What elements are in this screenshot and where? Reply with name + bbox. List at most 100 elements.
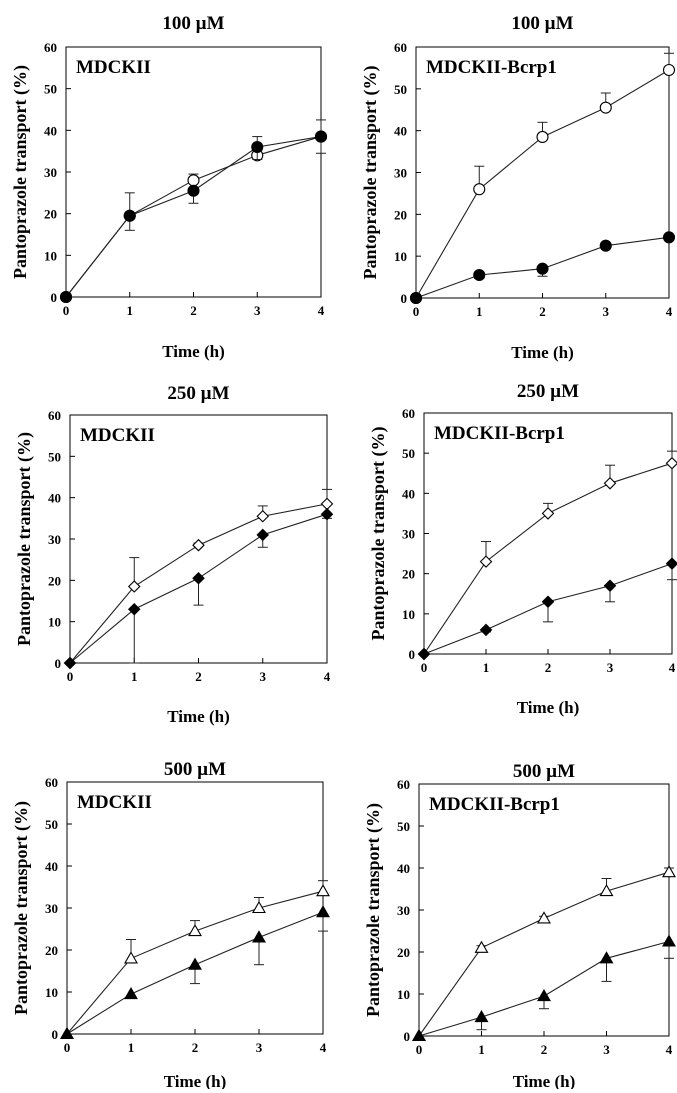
x-tick-label: 0: [421, 660, 428, 675]
data-point-filled-diamond: [257, 529, 268, 540]
y-tick-label: 30: [45, 901, 58, 916]
x-tick-label: 2: [192, 1040, 199, 1055]
y-tick-label: 20: [44, 207, 57, 222]
series-filled: [413, 936, 675, 1041]
data-point-filled-triangle: [663, 936, 675, 947]
y-axis-label: Pantoprazole transport (%): [10, 65, 31, 279]
y-tick-label: 30: [402, 527, 415, 542]
x-tick-label: 4: [669, 660, 676, 675]
series-line: [66, 137, 321, 297]
y-tick-label: 10: [397, 987, 410, 1002]
y-tick-label: 0: [401, 291, 408, 306]
x-tick-label: 4: [666, 304, 673, 319]
y-tick-label: 0: [52, 1027, 59, 1042]
data-point-filled-circle: [411, 293, 422, 304]
y-axis-label: Pantoprazole transport (%): [360, 66, 381, 280]
y-tick-label: 60: [44, 40, 57, 55]
plot-frame: [67, 782, 323, 1034]
data-point-open-circle: [537, 131, 548, 142]
y-tick-label: 0: [409, 647, 416, 662]
x-tick-label: 3: [260, 669, 267, 684]
y-tick-label: 20: [45, 943, 58, 958]
x-tick-label: 3: [603, 304, 610, 319]
y-axis-label: Pantoprazole transport (%): [368, 427, 389, 641]
x-tick-label: 2: [541, 1042, 548, 1057]
x-tick-label: 4: [318, 303, 325, 318]
chart-title: 250 µM: [517, 381, 579, 402]
x-tick-label: 2: [539, 304, 546, 319]
x-tick-label: 1: [478, 1042, 485, 1057]
y-tick-label: 50: [394, 82, 407, 97]
y-tick-label: 0: [404, 1029, 411, 1044]
data-point-open-diamond: [667, 458, 677, 469]
data-point-filled-circle: [664, 232, 675, 243]
data-point-filled-diamond: [481, 624, 492, 635]
cell-line-label: MDCKII: [76, 57, 151, 78]
series-filled: [65, 509, 333, 669]
data-point-filled-triangle: [476, 1011, 488, 1022]
data-point-open-diamond: [257, 511, 268, 522]
y-tick-label: 60: [394, 40, 407, 55]
chart-title: 500 µM: [513, 761, 575, 782]
data-point-open-diamond: [322, 498, 333, 509]
series-line: [419, 942, 669, 1037]
x-tick-label: 0: [67, 669, 74, 684]
x-tick-label: 2: [190, 303, 197, 318]
data-point-open-diamond: [193, 540, 204, 551]
plot-frame: [66, 47, 321, 297]
data-point-filled-triangle: [253, 931, 265, 942]
x-tick-label: 3: [256, 1040, 263, 1055]
y-tick-label: 50: [397, 819, 410, 834]
y-tick-label: 0: [55, 656, 62, 671]
x-tick-label: 3: [603, 1042, 610, 1057]
cell-line-label: MDCKII: [77, 792, 152, 813]
y-tick-label: 60: [402, 406, 415, 421]
y-tick-label: 50: [45, 817, 58, 832]
data-point-filled-diamond: [667, 558, 677, 569]
series-line: [424, 463, 672, 654]
y-axis-label: Pantoprazole transport (%): [363, 803, 384, 1017]
y-tick-label: 40: [394, 124, 407, 139]
data-point-open-diamond: [543, 508, 554, 519]
data-point-open-triangle: [189, 925, 201, 936]
cell-line-label: MDCKII-Bcrp1: [426, 57, 557, 78]
data-point-open-triangle: [125, 952, 137, 963]
chart-title: 100 µM: [511, 13, 573, 34]
y-tick-label: 50: [48, 449, 61, 464]
data-point-filled-circle: [61, 292, 72, 303]
chart-title: 500 µM: [164, 759, 226, 780]
y-tick-label: 50: [402, 446, 415, 461]
y-tick-label: 10: [394, 249, 407, 264]
data-point-filled-circle: [252, 142, 263, 153]
data-point-open-triangle: [476, 942, 488, 953]
chart-title: 100 µM: [162, 13, 224, 34]
x-tick-label: 3: [607, 660, 614, 675]
series-line: [66, 137, 321, 297]
y-axis-label: Pantoprazole transport (%): [14, 432, 35, 646]
y-tick-label: 30: [394, 166, 407, 181]
y-tick-label: 10: [45, 985, 58, 1000]
cell-line-label: MDCKII-Bcrp1: [434, 423, 565, 444]
y-tick-label: 50: [44, 82, 57, 97]
x-axis-label: Time (h): [162, 342, 225, 361]
y-tick-label: 0: [51, 290, 58, 305]
y-tick-label: 30: [44, 165, 57, 180]
cell-line-label: MDCKII: [80, 425, 155, 446]
y-tick-label: 10: [44, 248, 57, 263]
data-point-filled-triangle: [125, 988, 137, 999]
cell-line-label: MDCKII-Bcrp1: [429, 794, 560, 815]
data-point-open-diamond: [605, 478, 616, 489]
y-tick-label: 10: [402, 607, 415, 622]
y-tick-label: 60: [48, 408, 61, 423]
data-point-filled-triangle: [538, 990, 550, 1001]
data-point-open-circle: [474, 184, 485, 195]
x-tick-label: 1: [131, 669, 138, 684]
x-tick-label: 1: [127, 303, 134, 318]
x-tick-label: 4: [320, 1040, 327, 1055]
x-axis-label: Time (h): [167, 707, 230, 726]
x-tick-label: 0: [63, 303, 70, 318]
series-filled: [61, 131, 327, 302]
